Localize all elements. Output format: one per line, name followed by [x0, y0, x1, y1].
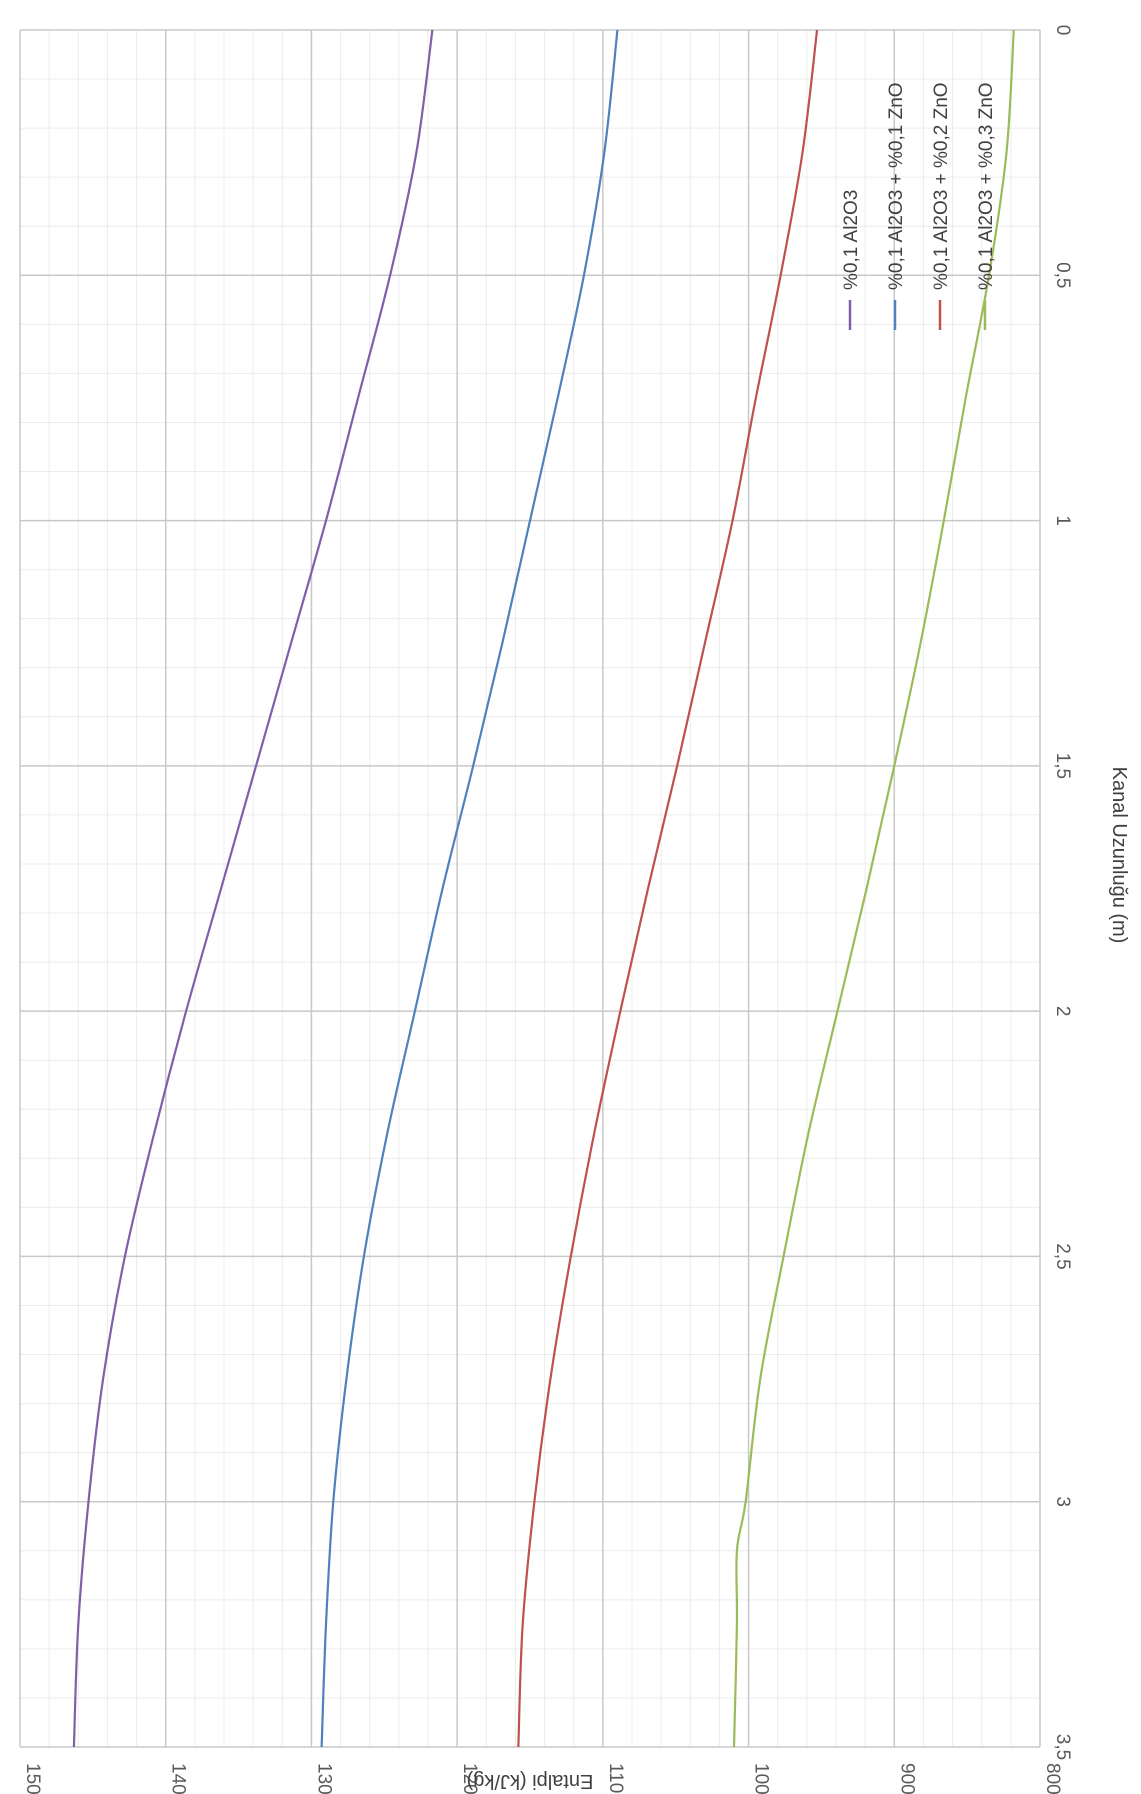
x-tick-label: 0,5	[1052, 262, 1073, 288]
series-line-2	[320, 29, 619, 1748]
x-tick-label: 3,5	[1052, 1734, 1073, 1760]
y-tick-label: 800	[1042, 1763, 1063, 1794]
y-tick-label: 1500	[22, 1763, 43, 1794]
series-line-4	[732, 29, 1015, 1748]
legend-label: %0,1 Al2O3 + %0,1 ZnO	[886, 82, 907, 290]
x-tick-label: 1	[1052, 515, 1073, 526]
legend-label: %0,1 Al2O3 + %0,2 ZnO	[931, 82, 952, 290]
y-tick-label: 1100	[605, 1763, 626, 1794]
series-line-1	[72, 29, 434, 1748]
x-tick-label: 2,5	[1052, 1243, 1073, 1269]
x-tick-label: 3	[1052, 1496, 1073, 1507]
y-tick-label: 1300	[313, 1763, 334, 1794]
x-tick-label: 1,5	[1052, 753, 1073, 779]
series-line-3	[517, 29, 819, 1748]
x-axis-title: Kanal Uzunluğu (m)	[1108, 767, 1130, 944]
y-tick-label: 1000	[751, 1763, 772, 1794]
legend: %0,1 Al2O3 %0,1 Al2O3 + %0,1 ZnO %0,1 Al2O…	[841, 82, 997, 330]
legend-label: %0,1 Al2O3	[841, 190, 862, 290]
x-tick-label: 2	[1052, 1006, 1073, 1017]
legend-label: %0,1 Al2O3 + %0,3 ZnO	[976, 82, 997, 290]
x-tick-label: 0	[1052, 25, 1073, 36]
y-tick-label: 1200	[459, 1763, 480, 1794]
y-tick-label: 900	[896, 1763, 917, 1794]
y-tick-label: 1400	[168, 1763, 189, 1794]
y-tick-labels: 800 900 1000 1100 1200 1300 1400 1500	[22, 1763, 1063, 1794]
series-lines	[72, 29, 1015, 1748]
y-axis-title: Entalpi (kJ/kg)	[467, 1770, 594, 1792]
x-tick-labels: 0 0,5 1 1,5 2 2,5 3 3,5	[1052, 25, 1073, 1761]
